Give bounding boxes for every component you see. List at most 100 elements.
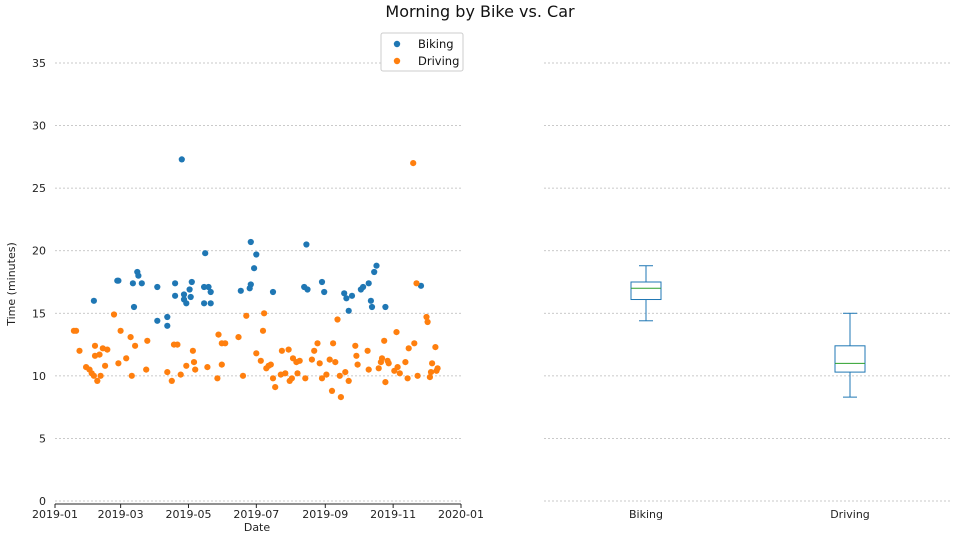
point-driving (132, 342, 139, 349)
point-driving (328, 387, 336, 394)
point-driving (243, 312, 250, 319)
point-biking (183, 300, 190, 307)
y-tick-label: 0 (39, 495, 46, 508)
point-driving (190, 359, 198, 366)
box-biking (630, 265, 662, 322)
point-driving (413, 280, 420, 287)
point-driving (102, 362, 109, 369)
point-driving (311, 347, 318, 354)
point-biking (186, 286, 193, 293)
point-driving (183, 362, 190, 369)
point-driving (90, 372, 97, 379)
point-driving (432, 344, 439, 351)
point-driving (423, 313, 430, 321)
point-driving (144, 337, 151, 344)
point-biking (164, 313, 171, 321)
point-biking (343, 295, 350, 302)
point-driving (332, 359, 339, 366)
chart-title: Morning by Bike vs. Car (385, 2, 575, 21)
point-driving (117, 327, 124, 334)
point-driving (174, 341, 181, 348)
point-driving (394, 364, 401, 371)
point-driving (336, 372, 343, 379)
point-biking (90, 297, 97, 304)
point-driving (222, 340, 229, 347)
legend-marker-driving (393, 57, 401, 65)
point-biking (367, 297, 374, 304)
point-driving (261, 310, 268, 317)
point-driving (164, 369, 171, 376)
point-driving (302, 375, 309, 382)
point-biking (180, 291, 188, 298)
boxplot-category-label: Biking (629, 508, 663, 521)
point-driving (404, 375, 411, 382)
point-driving (334, 316, 341, 323)
point-driving (192, 366, 199, 373)
point-driving (352, 342, 359, 349)
point-biking (318, 278, 326, 286)
point-biking (360, 283, 367, 291)
point-biking (373, 262, 380, 269)
point-driving (285, 346, 292, 353)
x-axis-label: Date (244, 521, 271, 534)
point-biking (205, 283, 212, 291)
scatter-points (70, 156, 441, 401)
point-biking (365, 280, 372, 287)
point-driving (278, 347, 285, 354)
point-driving (426, 374, 433, 381)
point-driving (427, 369, 435, 376)
point-driving (94, 377, 101, 384)
y-tick-label: 15 (32, 307, 46, 320)
point-biking (187, 293, 194, 301)
scatter-x-axis: 2019-01 2019-03 2019-05 2019-07 2019-09 2019-… (32, 503, 484, 521)
point-driving (128, 372, 135, 379)
point-driving (288, 375, 295, 382)
legend-label-driving: Driving (418, 54, 459, 68)
point-biking (188, 278, 195, 286)
legend-label-biking: Biking (418, 37, 454, 51)
y-tick-label: 5 (39, 432, 46, 445)
point-biking (345, 307, 352, 314)
point-biking (201, 283, 208, 291)
x-tick-label: 2019-03 (98, 508, 144, 521)
point-driving (143, 366, 150, 373)
point-driving (110, 311, 118, 318)
point-driving (73, 327, 80, 334)
point-biking (202, 250, 209, 257)
y-tick-label: 30 (32, 120, 46, 133)
boxplot-x-tick-labels: Biking Driving (629, 508, 870, 521)
point-biking (115, 277, 122, 284)
point-driving (434, 365, 441, 372)
point-driving (353, 352, 360, 359)
boxplot-boxes (630, 265, 866, 398)
point-driving (308, 356, 315, 363)
y-tick-label: 20 (32, 245, 46, 258)
x-tick-label: 2019-01 (32, 508, 78, 521)
point-driving (267, 361, 274, 368)
point-biking (164, 322, 171, 329)
point-driving (402, 359, 409, 366)
y-tick-label: 25 (32, 182, 46, 195)
point-driving (393, 329, 400, 336)
point-driving (97, 372, 104, 379)
point-biking (135, 272, 142, 279)
point-driving (316, 360, 323, 367)
point-driving (405, 345, 412, 352)
point-driving (396, 370, 403, 377)
point-driving (189, 347, 196, 354)
point-driving (115, 360, 122, 367)
point-biking (253, 251, 260, 258)
y-tick-label: 35 (32, 57, 46, 70)
point-biking (382, 303, 389, 311)
point-driving (326, 356, 333, 363)
point-biking (178, 156, 185, 163)
point-biking (269, 288, 277, 296)
point-biking (138, 280, 145, 287)
point-driving (76, 347, 83, 354)
x-tick-label: 2020-01 (438, 508, 484, 521)
point-driving (414, 372, 421, 379)
point-driving (385, 360, 392, 367)
point-driving (269, 375, 277, 382)
scatter-y-tick-labels: 0 5 10 15 20 25 30 35 (32, 57, 46, 508)
point-biking (237, 287, 244, 294)
